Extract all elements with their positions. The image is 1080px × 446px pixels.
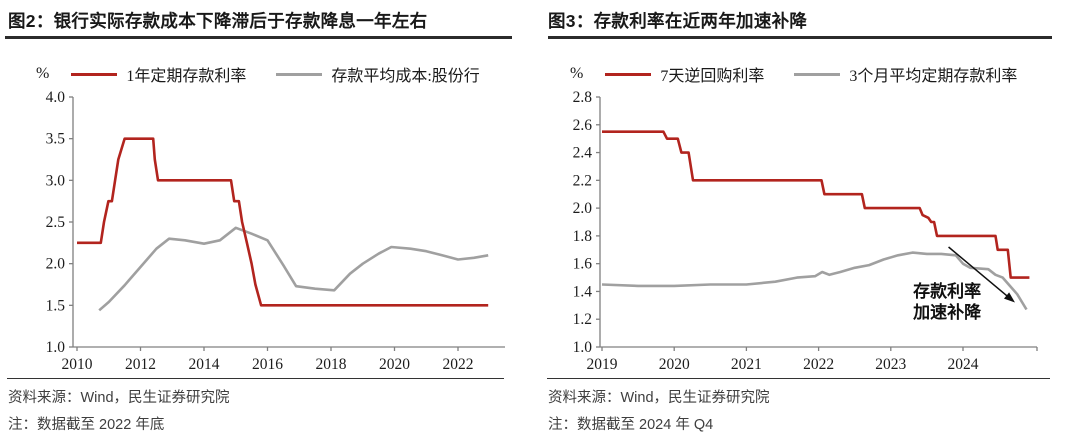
y-tick-label: 2.0: [573, 200, 593, 217]
title-underline: [5, 36, 512, 39]
x-tick-label: 2014: [189, 356, 220, 373]
footer-divider: [7, 378, 504, 379]
y-tick-label: 2.5: [46, 214, 66, 231]
figure-3-source: 资料来源：Wind，民生证券研究院: [548, 390, 770, 406]
y-tick-label: 2.4: [573, 145, 593, 162]
annotation-text-line-2: 加速补降: [912, 302, 982, 322]
y-tick-label: 2.0: [46, 256, 66, 273]
figure-3-title: 图3：存款利率在近两年加速补降: [548, 11, 808, 31]
y-tick-label: 1.0: [573, 339, 593, 356]
x-tick-label: 2020: [659, 356, 690, 373]
title-underline: [548, 36, 1052, 39]
y-tick-label: 2.6: [573, 117, 593, 134]
annotation-arrowhead: [1003, 292, 1015, 303]
legend-line-sample-gray: [794, 72, 841, 76]
x-tick-label: 2016: [252, 356, 283, 373]
annotation-text-line-1: 存款利率: [913, 281, 981, 301]
figure-2-title: 图2：银行实际存款成本下降滞后于存款降息一年左右: [8, 11, 428, 31]
legend-line-sample-gray: [276, 72, 323, 76]
legend-line-sample-red: [605, 72, 652, 76]
y-axis-unit-label: %: [570, 65, 584, 82]
y-tick-label: 2.8: [573, 89, 593, 106]
y-tick-label: 4.0: [46, 89, 66, 106]
legend-label-reverse-repo-7d: 7天逆回购利率: [660, 68, 765, 85]
avg-deposit-cost-jsb-line: [98, 226, 489, 312]
figure-2-note: 注：数据截至 2022 年底: [8, 417, 165, 433]
x-tick-label: 2020: [379, 356, 410, 373]
legend-label-avg-time-deposit-3m: 3个月平均定期存款利率: [849, 68, 1018, 85]
reverse-repo-7d-line: [602, 130, 1030, 279]
y-tick-label: 3.5: [46, 131, 66, 148]
y-axis-unit-label: %: [36, 65, 50, 82]
y-tick-label: 1.0: [46, 339, 66, 356]
annotation-arrow-shaft: [948, 246, 1010, 298]
figure-2-source: 资料来源：Wind，民生证券研究院: [8, 390, 230, 406]
legend-label-deposit-rate-1y: 1年定期存款利率: [126, 68, 247, 85]
y-tick-label: 2.2: [573, 172, 592, 189]
figure-3-note: 注：数据截至 2024 年 Q4: [548, 417, 714, 433]
y-tick-label: 3.0: [46, 172, 66, 189]
x-tick-label: 2024: [948, 356, 979, 373]
footer-divider: [547, 378, 1050, 379]
x-tick-label: 2022: [803, 356, 834, 373]
legend-label-avg-deposit-cost: 存款平均成本:股份行: [331, 68, 480, 85]
figure-3-legend: % 7天逆回购利率 3个月平均定期存款利率: [570, 62, 1017, 86]
x-tick-label: 2018: [316, 356, 347, 373]
avg-time-deposit-3m-line: [601, 251, 1028, 311]
deposit-rate-1y-line: [77, 137, 489, 307]
y-tick-label: 1.6: [573, 256, 593, 273]
x-tick-label: 2010: [62, 356, 93, 373]
x-tick-label: 2019: [587, 356, 618, 373]
y-tick-label: 1.8: [573, 228, 593, 245]
x-tick-label: 2022: [443, 356, 474, 373]
x-tick-label: 2012: [125, 356, 156, 373]
figure-2-panel: 图2：银行实际存款成本下降滞后于存款降息一年左右 % 1年定期存款利率 存款平均…: [5, 11, 512, 433]
x-tick-label: 2021: [731, 356, 762, 373]
y-tick-label: 1.5: [46, 297, 66, 314]
y-tick-label: 1.2: [573, 311, 592, 328]
y-tick-label: 1.4: [573, 283, 593, 300]
legend-line-sample-red: [71, 72, 118, 76]
x-tick-label: 2023: [875, 356, 906, 373]
figure-2-legend: % 1年定期存款利率 存款平均成本:股份行: [36, 62, 480, 86]
figure-3-panel: 图3：存款利率在近两年加速补降 % 7天逆回购利率 3个月平均定期存款利率 2.…: [540, 0, 1080, 446]
